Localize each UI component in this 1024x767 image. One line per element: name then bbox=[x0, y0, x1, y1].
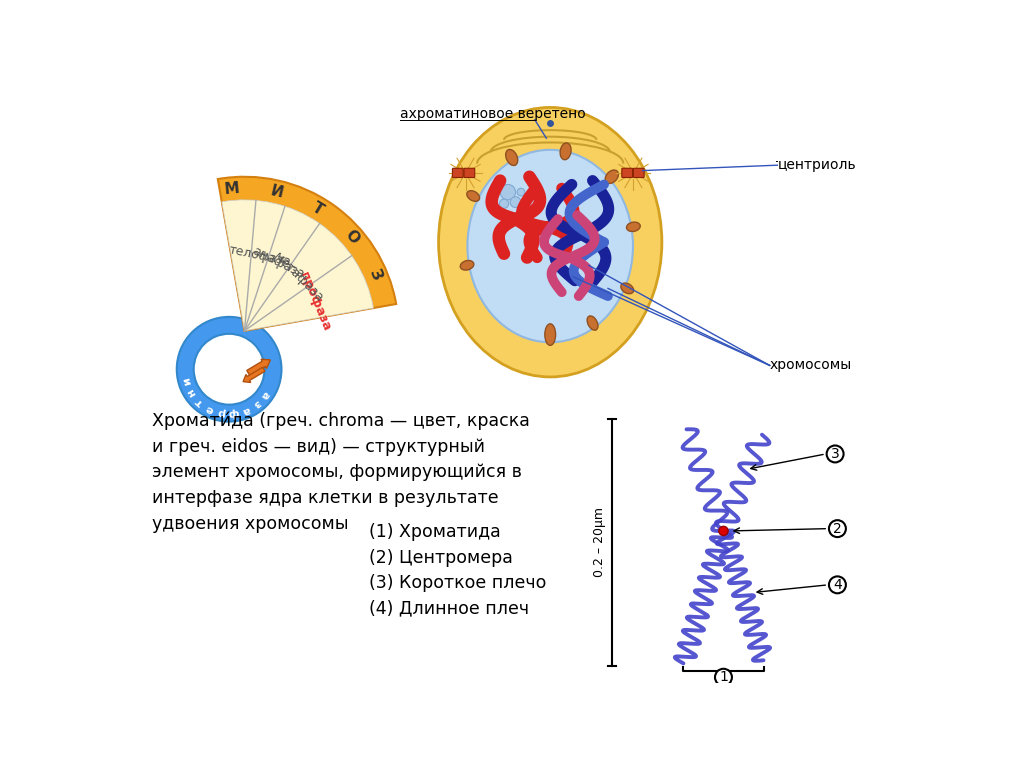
Text: Хромати́да (греч. chroma — цвет, краска
и греч. eidos — вид) — структурный
элеме: Хромати́да (греч. chroma — цвет, краска … bbox=[153, 412, 530, 533]
Text: 1: 1 bbox=[719, 670, 728, 684]
Text: (3) Короткое плечо: (3) Короткое плечо bbox=[370, 574, 547, 592]
Text: з: з bbox=[251, 397, 262, 410]
Circle shape bbox=[719, 526, 728, 535]
Text: М: М bbox=[224, 181, 241, 197]
Ellipse shape bbox=[545, 324, 556, 345]
Text: (2) Центромера: (2) Центромера bbox=[370, 548, 513, 567]
Circle shape bbox=[829, 520, 846, 537]
Circle shape bbox=[510, 197, 521, 208]
Wedge shape bbox=[218, 176, 396, 331]
Text: анафаза: анафаза bbox=[250, 245, 306, 281]
Text: О: О bbox=[342, 228, 361, 247]
Circle shape bbox=[517, 188, 525, 196]
Ellipse shape bbox=[467, 150, 633, 342]
Ellipse shape bbox=[460, 261, 474, 270]
Ellipse shape bbox=[438, 107, 662, 377]
Text: ф: ф bbox=[228, 407, 240, 419]
Circle shape bbox=[829, 576, 846, 594]
Wedge shape bbox=[177, 317, 282, 422]
Text: р: р bbox=[217, 407, 226, 418]
Text: телофаза: телофаза bbox=[227, 244, 292, 269]
Circle shape bbox=[500, 199, 509, 209]
Text: 2: 2 bbox=[834, 522, 842, 535]
Ellipse shape bbox=[560, 143, 571, 160]
Text: 3: 3 bbox=[830, 447, 840, 461]
Circle shape bbox=[826, 446, 844, 463]
Ellipse shape bbox=[621, 283, 634, 294]
Text: а: а bbox=[259, 388, 271, 400]
Text: н: н bbox=[185, 386, 198, 398]
Text: а: а bbox=[241, 403, 251, 416]
Ellipse shape bbox=[506, 150, 518, 166]
Text: е: е bbox=[204, 403, 215, 415]
Circle shape bbox=[500, 184, 515, 200]
FancyBboxPatch shape bbox=[634, 168, 644, 177]
Text: метафаза: метафаза bbox=[270, 249, 326, 304]
Text: (1) Хроматида: (1) Хроматида bbox=[370, 523, 501, 542]
Text: 4: 4 bbox=[834, 578, 842, 592]
Text: хромосомы: хромосомы bbox=[770, 358, 852, 373]
FancyBboxPatch shape bbox=[453, 168, 463, 177]
Text: и: и bbox=[181, 376, 193, 386]
Ellipse shape bbox=[627, 222, 640, 232]
Ellipse shape bbox=[605, 170, 618, 183]
FancyBboxPatch shape bbox=[622, 168, 633, 177]
Text: (4) Длинное плеч: (4) Длинное плеч bbox=[370, 600, 529, 617]
Text: З: З bbox=[367, 267, 385, 283]
Text: Т: Т bbox=[309, 199, 327, 218]
Ellipse shape bbox=[587, 316, 598, 330]
Text: т: т bbox=[194, 396, 205, 407]
Circle shape bbox=[715, 669, 732, 686]
Text: центриоль: центриоль bbox=[777, 158, 856, 172]
Text: И: И bbox=[268, 183, 285, 201]
Text: профаза: профаза bbox=[297, 270, 333, 333]
Wedge shape bbox=[222, 200, 374, 331]
Ellipse shape bbox=[467, 191, 479, 201]
FancyArrow shape bbox=[243, 367, 265, 383]
Text: 0.2 – 20μm: 0.2 – 20μm bbox=[593, 508, 605, 578]
FancyArrow shape bbox=[247, 359, 270, 376]
Text: ахроматиновое веретено: ахроматиновое веретено bbox=[400, 107, 586, 120]
FancyBboxPatch shape bbox=[464, 168, 475, 177]
